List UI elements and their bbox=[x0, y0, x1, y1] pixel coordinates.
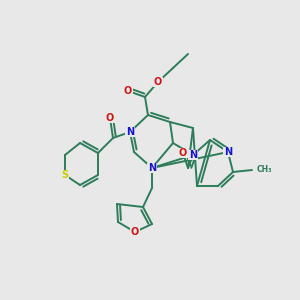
Text: O: O bbox=[154, 77, 162, 87]
Text: CH₃: CH₃ bbox=[257, 166, 272, 175]
Text: O: O bbox=[124, 86, 132, 96]
Text: N: N bbox=[148, 163, 156, 173]
Text: O: O bbox=[106, 113, 114, 123]
Text: N: N bbox=[224, 147, 232, 157]
Text: S: S bbox=[61, 170, 69, 180]
Text: O: O bbox=[131, 227, 139, 237]
Text: N: N bbox=[126, 127, 134, 137]
Text: N: N bbox=[189, 150, 197, 160]
Text: O: O bbox=[179, 148, 187, 158]
